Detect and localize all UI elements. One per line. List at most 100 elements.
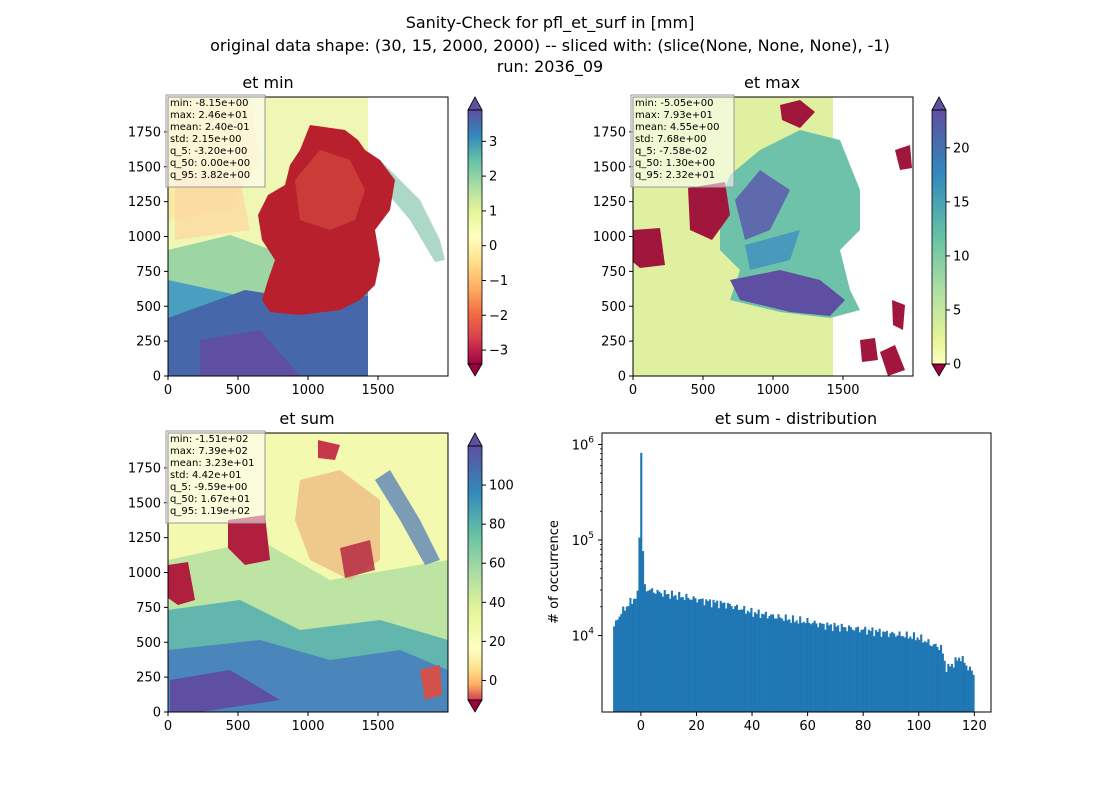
stat-q95: q_95: 3.82e+00 xyxy=(170,170,250,181)
histogram-bar xyxy=(723,602,726,712)
histogram-bar xyxy=(799,616,802,712)
histogram-bar xyxy=(676,599,679,712)
stat-mean: mean: 2.40e-01 xyxy=(170,122,250,133)
panel-title: et min xyxy=(242,73,293,92)
y-tick-label: 0 xyxy=(618,370,626,385)
histogram-bar xyxy=(768,615,771,712)
panel-et-max: et max 0 500 1000 1500025050075010001250150… xyxy=(593,73,970,398)
histogram-bar xyxy=(815,623,818,712)
histogram-bar xyxy=(838,631,841,712)
histogram-bar xyxy=(829,624,832,712)
x-tick-label: 1500 xyxy=(361,383,394,398)
histogram-bar xyxy=(840,623,843,712)
histogram-bar xyxy=(903,637,906,712)
histogram-bar xyxy=(907,638,910,712)
histogram-bar xyxy=(817,627,820,712)
histogram-bar xyxy=(790,622,793,712)
histogram-bar xyxy=(786,620,789,712)
histogram-bar xyxy=(876,631,879,712)
y-tick-label: 1750 xyxy=(128,125,161,140)
histogram-bar xyxy=(651,588,654,712)
histogram-bar xyxy=(755,613,758,712)
x-tick-label: 1000 xyxy=(291,719,324,734)
histogram-bar xyxy=(728,603,731,712)
histogram-bar xyxy=(654,593,657,712)
y-tick-label: 750 xyxy=(136,265,161,280)
histogram-bar xyxy=(674,595,677,712)
stat-q5: q_5: -3.20e+00 xyxy=(170,146,247,157)
colorbar-tick-label: 80 xyxy=(489,518,506,533)
histogram-bar xyxy=(788,619,791,712)
histogram-bar xyxy=(632,598,636,712)
colorbar-tick-label: −3 xyxy=(489,344,508,359)
y-tick-label: 250 xyxy=(136,335,161,350)
histogram-bar xyxy=(896,635,899,712)
histogram-bar xyxy=(678,591,681,712)
stat-q50: q_50: 0.00e+00 xyxy=(170,158,250,169)
stat-q5: q_5: -7.58e-02 xyxy=(635,146,708,157)
histogram-bar xyxy=(963,662,966,712)
histogram-bar xyxy=(968,666,972,712)
histogram-bar xyxy=(800,622,804,712)
y-axis-label: # of occurrence xyxy=(547,520,562,624)
stats-box: min: -5.05e+00 max: 7.93e+01 mean: 4.55e… xyxy=(630,94,735,188)
y-tick-label: 1750 xyxy=(128,461,161,476)
histogram-bar xyxy=(694,598,697,712)
histogram-bar xyxy=(824,629,827,712)
histogram-bar xyxy=(882,631,885,712)
histogram-bar xyxy=(905,631,908,712)
stat-std: std: 2.15e+00 xyxy=(170,134,242,145)
stat-std: std: 7.68e+00 xyxy=(635,134,707,145)
stat-q95: q_95: 1.19e+02 xyxy=(170,506,250,517)
histogram-bar xyxy=(965,665,968,712)
histogram-bar xyxy=(820,623,823,712)
y-tick-label: 0 xyxy=(153,370,161,385)
histogram-bar xyxy=(622,606,625,712)
histogram-bar xyxy=(781,618,784,712)
histogram-bar xyxy=(734,606,737,712)
histogram-bar xyxy=(710,607,713,712)
histogram-bar xyxy=(649,589,652,712)
histogram-bar xyxy=(696,602,699,712)
histogram-bar xyxy=(670,590,674,712)
y-tick-label: 1250 xyxy=(128,195,161,210)
colorbar-tick-label: 5 xyxy=(953,303,961,318)
histogram-bar xyxy=(629,597,632,712)
histogram-bar xyxy=(638,537,641,712)
histogram-bar xyxy=(867,629,870,712)
histogram-bar xyxy=(795,620,798,712)
histogram-bar xyxy=(947,663,950,712)
histogram-bar xyxy=(884,632,887,712)
stats-box: min: -8.15e+00 max: 2.46e+01 mean: 2.40e… xyxy=(165,94,266,188)
histogram-bar xyxy=(688,599,692,712)
histogram-bar xyxy=(853,630,856,712)
histogram-bar xyxy=(936,647,939,712)
colorbar-tick-label: 2 xyxy=(489,170,497,185)
colorbar-tick-label: −2 xyxy=(489,309,508,324)
stat-max: max: 7.39e+02 xyxy=(170,446,248,457)
histogram-bar xyxy=(916,637,919,712)
histogram-bar xyxy=(703,605,706,712)
histogram-bar xyxy=(887,636,890,712)
histogram-bar xyxy=(925,642,928,712)
histogram-bar xyxy=(726,603,730,712)
figure-title-line-2: original data shape: (30, 15, 2000, 2000… xyxy=(210,36,890,55)
histogram-bar xyxy=(692,596,695,712)
histogram-bar xyxy=(660,593,663,712)
histogram-bar xyxy=(759,617,762,712)
histogram-bar xyxy=(847,625,851,712)
histogram-bar xyxy=(929,645,932,712)
histogram-bar xyxy=(940,645,943,712)
histogram-bar xyxy=(900,636,903,712)
histogram-bar xyxy=(846,631,849,712)
stat-q50: q_50: 1.30e+00 xyxy=(635,158,715,169)
histogram-bar xyxy=(921,642,925,712)
histogram-bar xyxy=(685,593,688,712)
histogram-bar xyxy=(851,629,854,712)
y-tick-label: 105 xyxy=(572,531,594,549)
histogram-bar xyxy=(949,666,952,712)
histogram-bar xyxy=(775,618,778,712)
colorbar-tick-label: 0 xyxy=(489,239,497,254)
colorbar-tick-label: 0 xyxy=(953,358,961,373)
y-tick-label: 1750 xyxy=(593,125,626,140)
